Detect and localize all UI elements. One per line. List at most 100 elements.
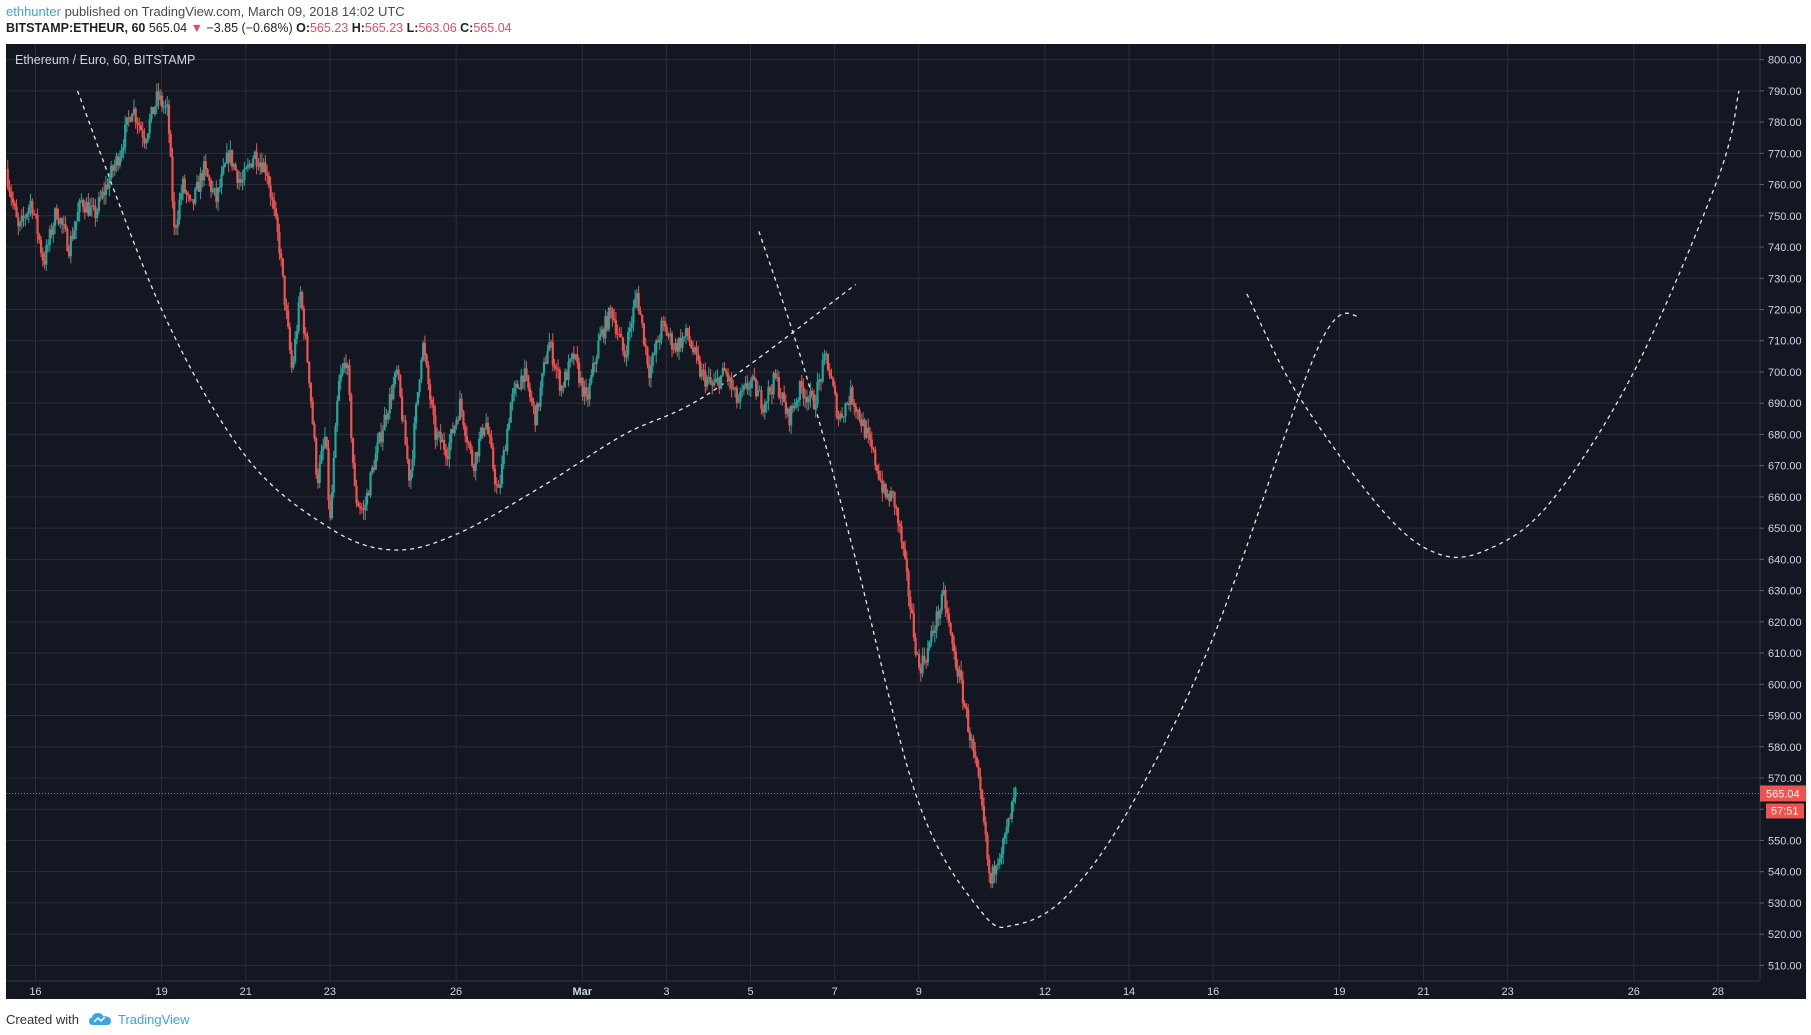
candle-body — [606, 316, 609, 330]
candle-body — [513, 387, 516, 394]
candle-body — [674, 342, 677, 350]
time-axis[interactable]: 16 19 21 23 26 Mar 3 5 7 9 12 14 16 19 21 23 26 28 — [29, 986, 1724, 998]
candle-body — [483, 428, 486, 436]
candle-body — [777, 377, 780, 398]
candle-body — [870, 439, 873, 449]
candle-body — [110, 165, 113, 179]
candle-body — [984, 821, 987, 835]
candle-body — [756, 390, 759, 397]
candle-body — [853, 402, 856, 407]
candle-body — [453, 425, 456, 434]
candle-body — [343, 363, 346, 369]
candle-body — [294, 338, 297, 362]
candle-body — [679, 338, 682, 348]
candle-body — [195, 181, 199, 189]
projection-curve — [758, 231, 1361, 928]
candle-body — [407, 459, 411, 481]
author-link[interactable]: ethhunter — [6, 4, 61, 19]
candle-body — [693, 347, 696, 353]
candle-body — [323, 436, 327, 446]
candle-body — [206, 168, 209, 177]
candle-body — [891, 491, 894, 493]
candle-body — [262, 162, 265, 173]
price-axis[interactable]: 510.00520.00530.00540.00550.00560.00570.… — [1760, 55, 1802, 973]
candle-body — [898, 523, 901, 527]
candle-body — [1003, 834, 1007, 839]
candle-body — [527, 375, 530, 388]
projection-curve — [1246, 90, 1740, 558]
candle-body — [802, 387, 805, 399]
candle-body — [220, 173, 223, 188]
candle-body — [283, 275, 286, 305]
candle-body — [50, 229, 53, 235]
candle-body — [113, 165, 116, 171]
candle-body — [358, 506, 362, 509]
candle-body — [1000, 854, 1003, 859]
candle-body — [630, 323, 633, 328]
created-with-text: Created with — [6, 1012, 79, 1027]
candle-body — [280, 253, 283, 259]
candle-body — [245, 167, 248, 169]
candle-body — [334, 425, 337, 458]
candle-body — [467, 442, 470, 444]
candle-body — [514, 383, 518, 388]
candle-body — [528, 387, 532, 398]
candle-body — [315, 438, 318, 475]
candle-body — [946, 608, 949, 614]
price-tick-label: 640.00 — [1768, 554, 1802, 566]
candle-body — [746, 383, 749, 390]
candle-body — [635, 293, 639, 299]
candle-body — [825, 353, 828, 355]
candle-body — [46, 244, 50, 246]
candle-body — [805, 396, 809, 403]
price-tick-label: 790.00 — [1768, 86, 1802, 98]
price-chart[interactable]: 510.00520.00530.00540.00550.00560.00570.… — [0, 0, 1811, 1003]
candle-body — [10, 191, 13, 199]
candle-body — [260, 162, 263, 173]
candle-body — [295, 331, 299, 339]
symbol-label: BITSTAMP:ETHEUR, 60 — [6, 21, 146, 35]
candle-body — [905, 558, 908, 572]
candle-body — [765, 401, 768, 404]
price-change: −3.85 (−0.68%) — [206, 21, 293, 35]
candle-body — [711, 383, 714, 386]
candle-body — [888, 493, 891, 502]
candle-body — [57, 218, 60, 224]
candle-body — [201, 173, 204, 181]
price-tick-label: 760.00 — [1768, 180, 1802, 192]
candle-body — [868, 433, 872, 440]
candle-body — [427, 365, 430, 385]
candle-body — [460, 398, 463, 412]
candle-body — [621, 337, 625, 351]
tradingview-cloud-icon — [88, 1012, 111, 1029]
candle-body — [500, 463, 504, 485]
candle-body — [740, 390, 744, 392]
candle-body — [614, 320, 618, 334]
candle-body — [215, 188, 218, 202]
candle-body — [874, 449, 877, 466]
candle-body — [847, 403, 851, 406]
candle-body — [516, 383, 519, 389]
candle-body — [36, 215, 39, 235]
candle-body — [895, 506, 898, 509]
candle-body — [187, 194, 190, 196]
candle-body — [411, 459, 414, 471]
candle-body — [875, 465, 879, 471]
candle-body — [797, 400, 800, 402]
candle-body — [998, 858, 1001, 864]
tradingview-link[interactable]: TradingView — [118, 1012, 190, 1027]
candle-body — [143, 137, 146, 144]
candle-body — [544, 361, 547, 364]
candle-body — [253, 151, 256, 159]
candle-body — [406, 445, 409, 460]
candle-body — [849, 387, 852, 406]
candle-body — [646, 346, 649, 365]
candle-body — [350, 394, 353, 439]
candle-body — [243, 168, 246, 180]
price-tick-label: 680.00 — [1768, 429, 1802, 441]
candle-body — [786, 408, 789, 414]
candle-body — [814, 404, 817, 410]
projection-curve — [76, 90, 857, 551]
candle-body — [721, 368, 724, 376]
candle-body — [842, 416, 845, 418]
